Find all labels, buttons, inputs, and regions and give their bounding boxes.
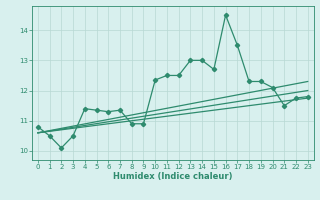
X-axis label: Humidex (Indice chaleur): Humidex (Indice chaleur) [113,172,233,181]
